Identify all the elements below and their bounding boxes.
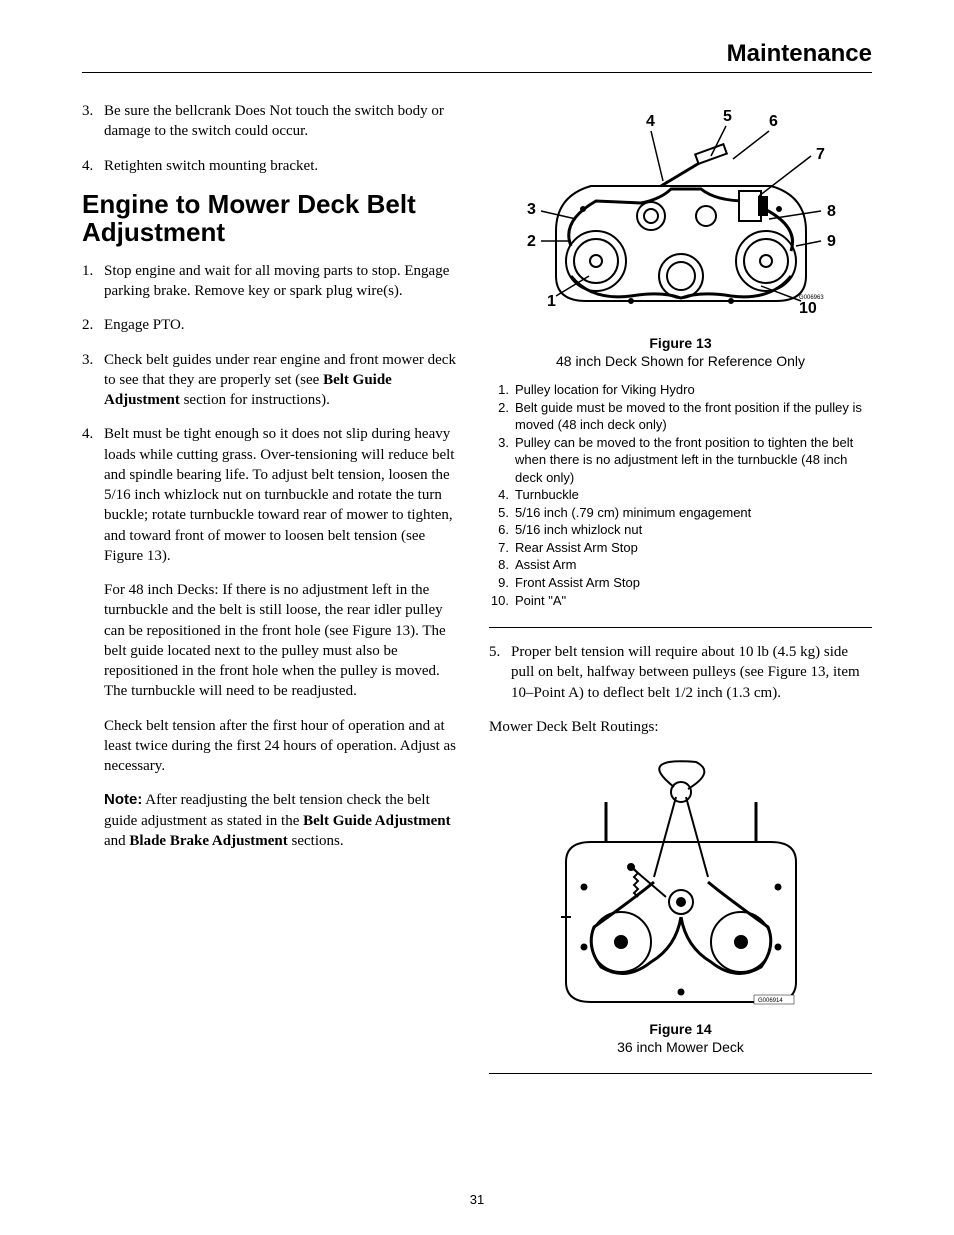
legend-num: 6. xyxy=(489,521,515,539)
text-run: section for instructions). xyxy=(180,392,330,408)
item-text: Belt must be tight enough so it does not… xyxy=(104,424,465,851)
legend-text: Pulley location for Viking Hydro xyxy=(515,381,872,399)
section-heading: Engine to Mower Deck Belt Adjustment xyxy=(82,190,465,247)
legend-num: 5. xyxy=(489,504,515,522)
bold-text: Blade Brake Adjustment xyxy=(129,833,287,849)
item-text: Check belt guides under rear engine and … xyxy=(104,350,465,411)
legend-num: 8. xyxy=(489,556,515,574)
callout-3: 3 xyxy=(527,201,536,218)
page-number: 31 xyxy=(0,1192,954,1207)
item-text: Retighten switch mounting bracket. xyxy=(104,156,465,176)
item-text: Proper belt tension will require about 1… xyxy=(511,642,872,703)
item-number: 3. xyxy=(82,350,104,411)
legend-text: 5/16 inch (.79 cm) minimum engagement xyxy=(515,504,872,522)
legend-item: 7.Rear Assist Arm Stop xyxy=(489,539,872,557)
text-run: and xyxy=(104,833,129,849)
figure-caption: 48 inch Deck Shown for Reference Only xyxy=(489,353,872,369)
callout-8: 8 xyxy=(827,203,836,220)
legend-item: 1.Pulley location for Viking Hydro xyxy=(489,381,872,399)
figure-14-diagram: G006914 xyxy=(536,747,826,1017)
callout-2: 2 xyxy=(527,233,536,250)
callout-5: 5 xyxy=(723,108,732,125)
figure-13: 1 2 3 4 5 6 7 8 9 10 G006963 Figure 13 4… xyxy=(489,101,872,369)
legend-num: 7. xyxy=(489,539,515,557)
divider xyxy=(489,627,872,628)
legend-item: 9.Front Assist Arm Stop xyxy=(489,574,872,592)
item-number: 5. xyxy=(489,642,511,703)
procedure-list: 1. Stop engine and wait for all moving p… xyxy=(82,261,465,851)
legend-text: Point "A" xyxy=(515,592,872,610)
legend-item: 5.5/16 inch (.79 cm) minimum engagement xyxy=(489,504,872,522)
legend-text: Pulley can be moved to the front positio… xyxy=(515,434,872,487)
paragraph: For 48 inch Decks: If there is no adjust… xyxy=(104,580,465,702)
legend-item: 2.Belt guide must be moved to the front … xyxy=(489,399,872,434)
continued-list: 5. Proper belt tension will require abou… xyxy=(489,642,872,703)
figure-13-legend: 1.Pulley location for Viking Hydro 2.Bel… xyxy=(489,381,872,609)
note-label: Note: xyxy=(104,791,142,808)
paragraph: Check belt tension after the first hour … xyxy=(104,716,465,777)
list-item: 4. Belt must be tight enough so it does … xyxy=(82,424,465,851)
list-item: 5. Proper belt tension will require abou… xyxy=(489,642,872,703)
legend-text: Front Assist Arm Stop xyxy=(515,574,872,592)
legend-item: 8.Assist Arm xyxy=(489,556,872,574)
legend-num: 2. xyxy=(489,399,515,434)
paragraph: Belt must be tight enough so it does not… xyxy=(104,424,465,566)
list-item: 3. Check belt guides under rear engine a… xyxy=(82,350,465,411)
part-number: G006914 xyxy=(758,998,783,1004)
legend-text: Assist Arm xyxy=(515,556,872,574)
text-run: sections. xyxy=(288,833,344,849)
legend-num: 10. xyxy=(489,592,515,610)
callout-6: 6 xyxy=(769,113,778,130)
header: Maintenance xyxy=(82,40,872,73)
part-number: G006963 xyxy=(799,295,824,301)
callout-10: 10 xyxy=(799,300,817,317)
item-text: Engage PTO. xyxy=(104,315,465,335)
right-column: 1 2 3 4 5 6 7 8 9 10 G006963 Figure 13 4… xyxy=(489,101,872,1088)
text-run: Check belt guides under rear engine and … xyxy=(104,352,456,388)
bold-text: Belt Guide Adjustment xyxy=(303,813,451,829)
figure-label: Figure 14 xyxy=(489,1021,872,1037)
list-item: 3. Be sure the bellcrank Does Not touch … xyxy=(82,101,465,142)
legend-text: Rear Assist Arm Stop xyxy=(515,539,872,557)
legend-item: 10.Point "A" xyxy=(489,592,872,610)
item-number: 1. xyxy=(82,261,104,302)
routing-label: Mower Deck Belt Routings: xyxy=(489,717,872,737)
legend-num: 9. xyxy=(489,574,515,592)
legend-num: 1. xyxy=(489,381,515,399)
list-item: 1. Stop engine and wait for all moving p… xyxy=(82,261,465,302)
callout-9: 9 xyxy=(827,233,836,250)
item-number: 2. xyxy=(82,315,104,335)
callout-1: 1 xyxy=(547,293,556,310)
content-columns: 3. Be sure the bellcrank Does Not touch … xyxy=(82,101,872,1088)
figure-14: G006914 Figure 14 36 inch Mower Deck xyxy=(489,747,872,1055)
legend-item: 4.Turnbuckle xyxy=(489,486,872,504)
legend-text: Belt guide must be moved to the front po… xyxy=(515,399,872,434)
legend-num: 3. xyxy=(489,434,515,487)
divider xyxy=(489,1073,872,1074)
legend-num: 4. xyxy=(489,486,515,504)
item-number: 4. xyxy=(82,424,104,851)
item-number: 4. xyxy=(82,156,104,176)
callout-4: 4 xyxy=(646,113,655,130)
item-text: Be sure the bellcrank Does Not touch the… xyxy=(104,101,465,142)
item-number: 3. xyxy=(82,101,104,142)
figure-label: Figure 13 xyxy=(489,335,872,351)
figure-13-diagram: 1 2 3 4 5 6 7 8 9 10 G006963 xyxy=(501,101,861,331)
page-title: Maintenance xyxy=(82,40,872,68)
left-column: 3. Be sure the bellcrank Does Not touch … xyxy=(82,101,465,1088)
callout-7: 7 xyxy=(816,146,825,163)
item-text: Stop engine and wait for all moving part… xyxy=(104,261,465,302)
legend-item: 6.5/16 inch whizlock nut xyxy=(489,521,872,539)
pre-section-list: 3. Be sure the bellcrank Does Not touch … xyxy=(82,101,465,176)
legend-text: Turnbuckle xyxy=(515,486,872,504)
legend-text: 5/16 inch whizlock nut xyxy=(515,521,872,539)
list-item: 2. Engage PTO. xyxy=(82,315,465,335)
list-item: 4. Retighten switch mounting bracket. xyxy=(82,156,465,176)
note-paragraph: Note: After readjusting the belt tension… xyxy=(104,790,465,851)
legend-item: 3.Pulley can be moved to the front posit… xyxy=(489,434,872,487)
figure-caption: 36 inch Mower Deck xyxy=(489,1039,872,1055)
